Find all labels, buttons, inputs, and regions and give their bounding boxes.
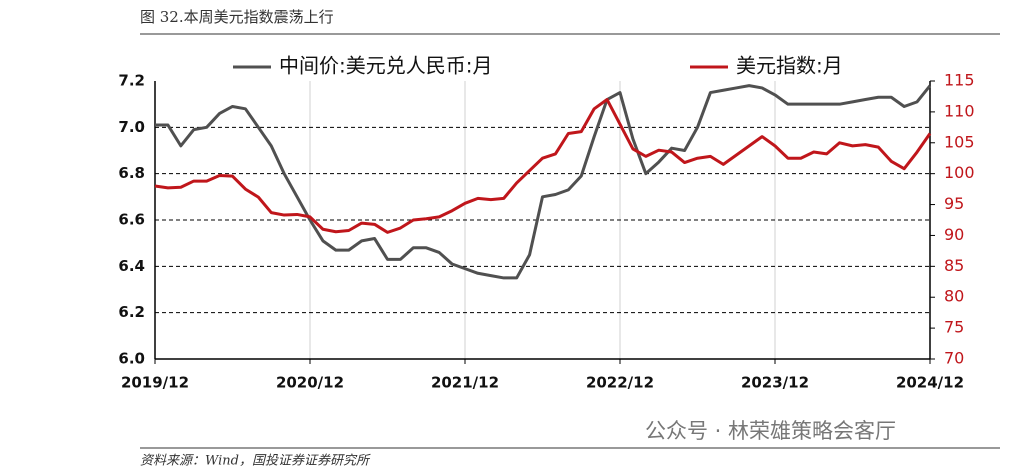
x-tick-label: 2024/12 [896,374,964,392]
y2-tick-label: 80 [944,287,964,306]
y-tick-label: 6.0 [118,350,145,368]
y-tick-label: 7.2 [118,72,145,90]
y2-tick-label: 110 [944,101,975,120]
x-tick-label: 2020/12 [276,374,344,392]
y2-tick-label: 85 [944,256,964,275]
x-tick-label: 2019/12 [121,374,189,392]
watermark: 公众号 · 林荣雄策略会客厅 [645,419,896,443]
legend-label: 中间价:美元兑人民币:月 [279,54,492,78]
y2-tick-label: 90 [944,225,964,244]
series-line [154,98,932,234]
y2-tick-label: 105 [944,132,975,151]
chart-title: 图 32.本周美元指数震荡上行 [140,8,334,26]
y2-tick-label: 75 [944,318,964,337]
x-tick-label: 2023/12 [741,374,809,392]
y-tick-label: 6.6 [118,211,145,229]
y-tick-label: 6.4 [118,257,145,275]
x-tick-label: 2022/12 [586,374,654,392]
y2-tick-label: 70 [944,349,964,368]
series-line [155,84,932,280]
legend-label: 美元指数:月 [736,54,843,78]
x-tick-label: 2021/12 [431,374,499,392]
y2-tick-label: 115 [944,71,975,90]
y2-tick-label: 100 [944,163,975,182]
y-tick-label: 6.8 [118,164,145,182]
source-note: 资料来源：Wind，国投证券证券研究所 [140,453,371,469]
y-tick-label: 6.2 [118,303,145,321]
y2-tick-label: 95 [944,194,964,213]
y-tick-label: 7.0 [118,118,145,136]
